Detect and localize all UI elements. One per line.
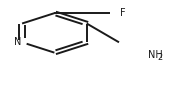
Text: 2: 2 — [157, 53, 162, 62]
Text: F: F — [120, 8, 126, 18]
Text: NH: NH — [148, 50, 162, 60]
Text: N: N — [14, 37, 21, 47]
